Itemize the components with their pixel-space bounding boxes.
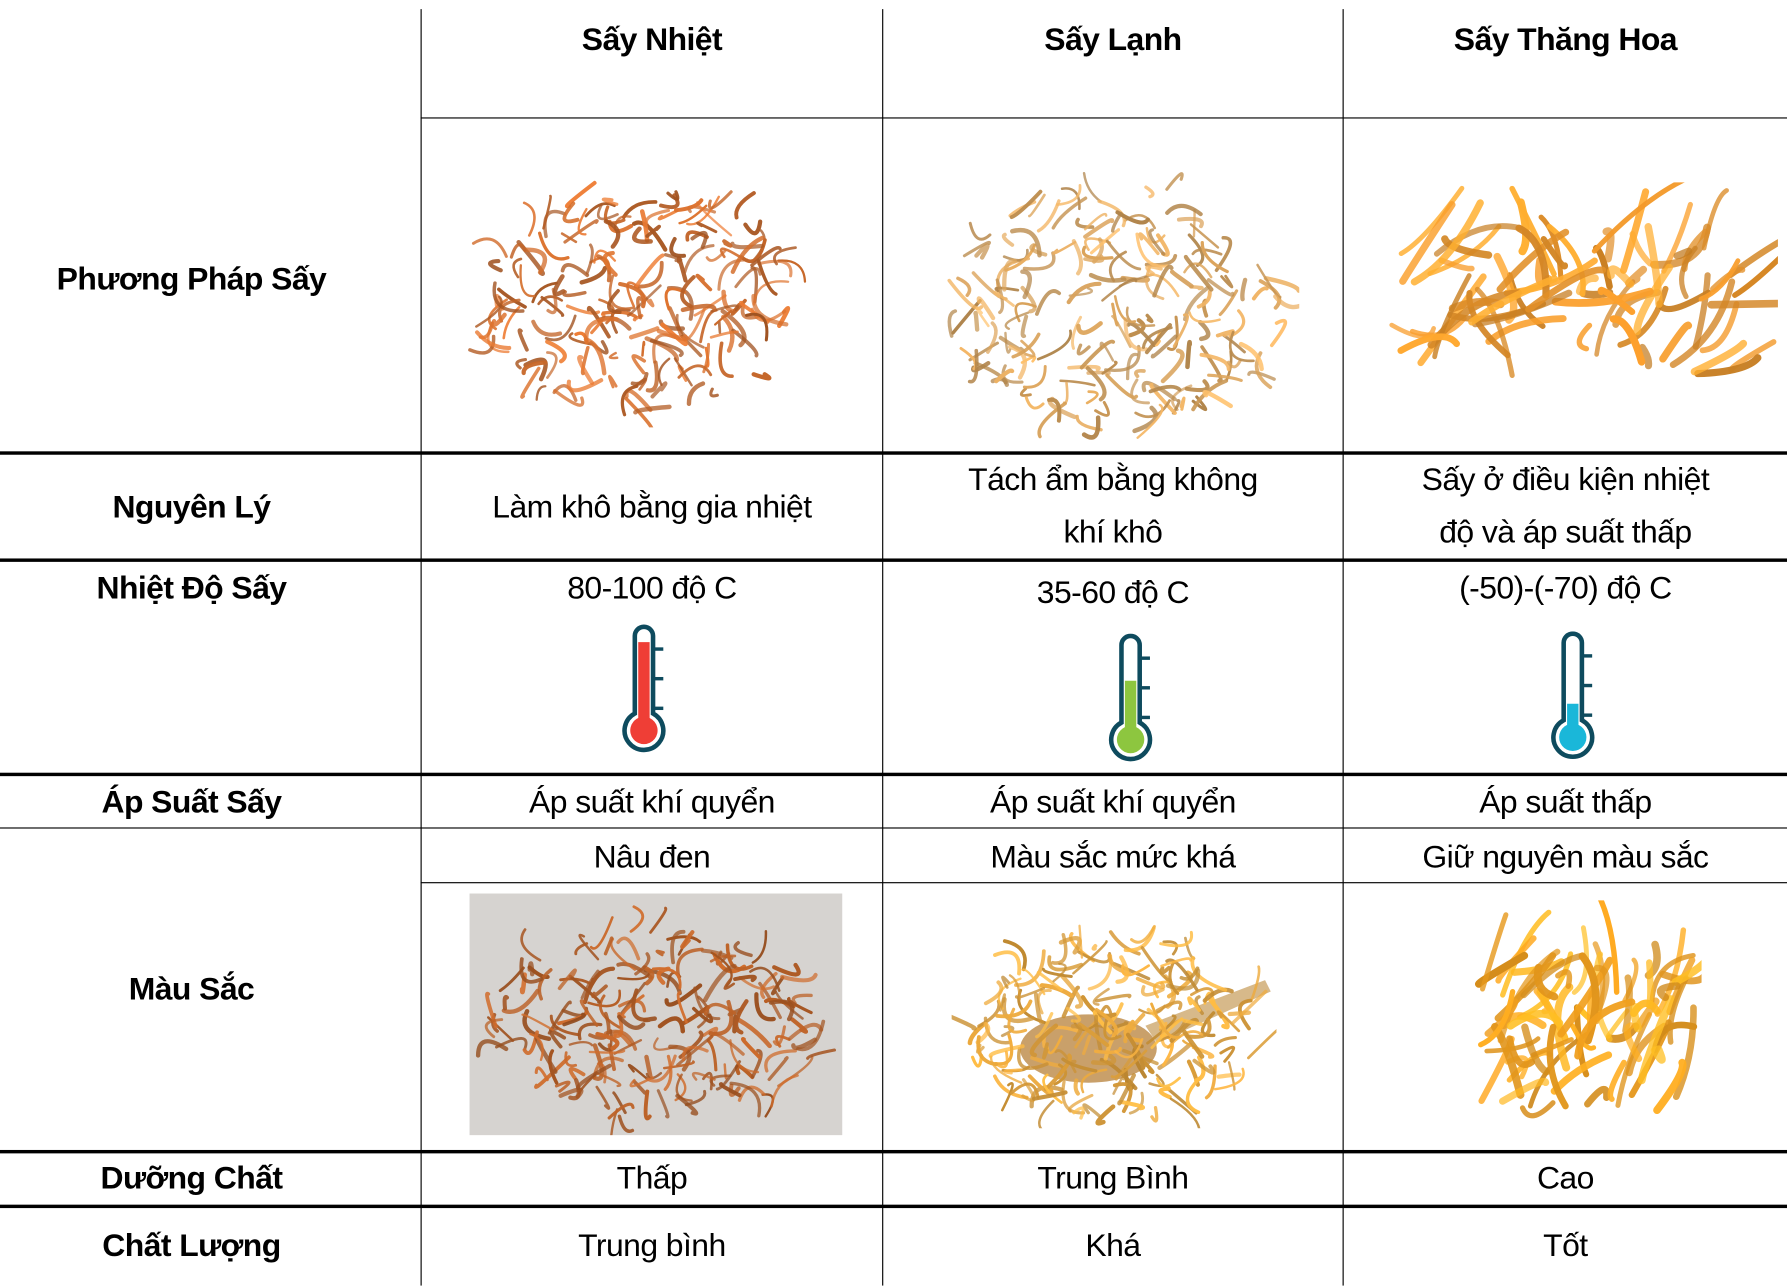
header-say-thang-hoa: Sấy Thăng Hoa [1453,21,1678,57]
nguyen-ly-cell: Tách ẩm bằng không khí khô [968,461,1258,550]
divider [0,558,1787,562]
duong-chat-cell: Thấp [616,1160,688,1196]
mau-sac-cell: Giữ nguyên màu sắc [1422,838,1709,875]
divider [882,9,884,1286]
label-duong-chat: Dưỡng Chất [100,1160,283,1196]
mau-sac-cell: Nâu đen [593,838,711,875]
divider [1342,9,1344,1286]
nhiet-do-cell: 80-100 độ C [567,569,737,606]
header-say-nhiet: Sấy Nhiệt [581,21,723,57]
cold-dried-cordyceps-image [947,171,1300,440]
label-nhiet-do: Nhiệt Độ Sấy [96,569,287,606]
cold-dried-spoon-image [951,924,1277,1129]
mau-sac-cell: Màu sắc mức khá [990,838,1236,875]
label-ap-suat: Áp Suất Sấy [101,784,282,820]
thermometer-hot-icon [622,624,666,753]
heat-dried-cordyceps-image [468,180,807,428]
ap-suat-cell: Áp suất khí quyển [990,784,1236,820]
chat-luong-cell: Tốt [1543,1227,1588,1263]
header-say-lanh: Sấy Lạnh [1044,21,1182,57]
chat-luong-cell: Trung bình [578,1227,726,1263]
duong-chat-cell: Cao [1536,1160,1594,1196]
divider [0,1204,1787,1209]
nguyen-ly-cell: Làm khô bằng gia nhiệt [492,488,812,525]
freeze-dried-pile-image [1474,900,1702,1119]
nguyen-ly-cell: Sấy ở điều kiện nhiệt độ và áp suất thấp [1421,461,1710,550]
label-mau-sac: Màu Sắc [128,971,255,1007]
divider [420,882,1787,884]
label-chat-luong: Chất Lượng [102,1227,281,1263]
freeze-dried-cordyceps-image [1389,182,1778,378]
thermometer-warm-icon [1108,633,1153,762]
ap-suat-cell: Áp suất khí quyển [529,784,775,820]
chat-luong-cell: Khá [1085,1227,1141,1263]
duong-chat-cell: Trung Bình [1037,1160,1189,1196]
ap-suat-cell: Áp suất thấp [1479,784,1652,820]
nhiet-do-cell: (-50)-(-70) độ C [1459,569,1672,606]
thermometer-cold-icon [1551,631,1595,759]
divider [420,9,422,1286]
divider [0,772,1787,777]
divider [0,451,1787,455]
label-nguyen-ly: Nguyên Lý [112,488,271,525]
label-phuong-phap: Phương Pháp Sấy [56,260,327,297]
divider [0,1149,1787,1154]
divider [0,827,1787,829]
nhiet-do-cell: 35-60 độ C [1036,574,1190,610]
heat-dried-jar-image [469,893,843,1136]
divider [420,117,1787,119]
